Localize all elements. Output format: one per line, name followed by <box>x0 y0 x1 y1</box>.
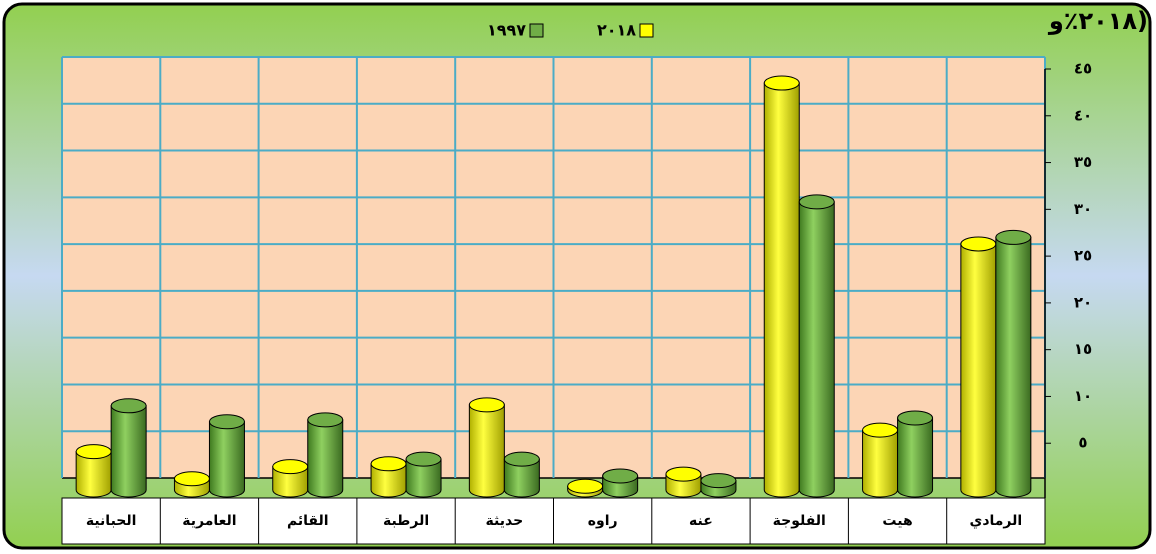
y-tick-label: ٣٥ <box>1074 153 1092 171</box>
x-tick-label: راوه <box>588 513 618 529</box>
bar <box>862 429 899 498</box>
x-tick-label: الرطبة <box>383 513 429 529</box>
bar-cap <box>995 229 1032 245</box>
x-tick-label: حديثة <box>486 513 524 529</box>
x-tick-label: القائم <box>287 513 329 529</box>
legend-label: ٢٠١٨ <box>597 21 636 40</box>
bar-cap <box>960 236 997 252</box>
bar-cap <box>173 471 210 487</box>
bar <box>110 405 147 498</box>
bar-cap <box>897 410 934 426</box>
bar <box>763 82 800 498</box>
bar-cap <box>503 451 540 467</box>
bar-cap <box>370 456 407 472</box>
bar-cap <box>468 397 505 413</box>
bar-cap <box>665 466 702 482</box>
y-tick-label: ٢٥ <box>1074 247 1092 265</box>
legend-label: ١٩٩٧ <box>487 21 526 40</box>
legend-swatch <box>529 23 544 38</box>
bar <box>405 458 442 498</box>
x-tick-label: الرمادي <box>969 513 1022 530</box>
bar <box>208 421 245 498</box>
bar-cap <box>272 459 309 475</box>
x-tick-label: الفلوجة <box>773 513 826 529</box>
chart-title: (٢٠١٨٪و <box>1048 7 1148 35</box>
bar-cap <box>862 422 899 438</box>
bar-cap <box>763 75 800 91</box>
bar-cap <box>110 398 147 414</box>
y-tick-label: ٤٠ <box>1074 106 1092 124</box>
x-tick-label: هيت <box>882 513 912 529</box>
bar-cap <box>602 468 639 484</box>
bar <box>798 201 835 498</box>
bar <box>307 419 344 498</box>
y-tick-label: ٤٥ <box>1074 60 1092 78</box>
y-tick-label: ٣٠ <box>1074 200 1092 218</box>
x-tick-label: العامرية <box>182 513 236 529</box>
bar-cap <box>208 414 245 430</box>
bar-cap <box>798 194 835 210</box>
y-tick-label: ١٥ <box>1074 340 1092 358</box>
bar <box>468 404 505 498</box>
bar <box>995 236 1032 498</box>
y-tick-label: ٢٠ <box>1074 293 1092 311</box>
y-tick-label: ٥ <box>1078 434 1087 452</box>
bar-cap <box>307 412 344 428</box>
bar <box>897 417 934 498</box>
x-tick-label: عنه <box>689 513 713 529</box>
bar-cap <box>567 478 604 494</box>
bar <box>960 243 997 498</box>
bar-cap <box>405 451 442 467</box>
bar-cap <box>75 444 112 460</box>
legend-swatch <box>639 23 654 38</box>
bar <box>503 458 540 498</box>
y-tick-label: ١٠ <box>1074 387 1092 405</box>
x-tick-label: الحبانية <box>86 513 137 529</box>
bar-cap <box>700 473 737 489</box>
